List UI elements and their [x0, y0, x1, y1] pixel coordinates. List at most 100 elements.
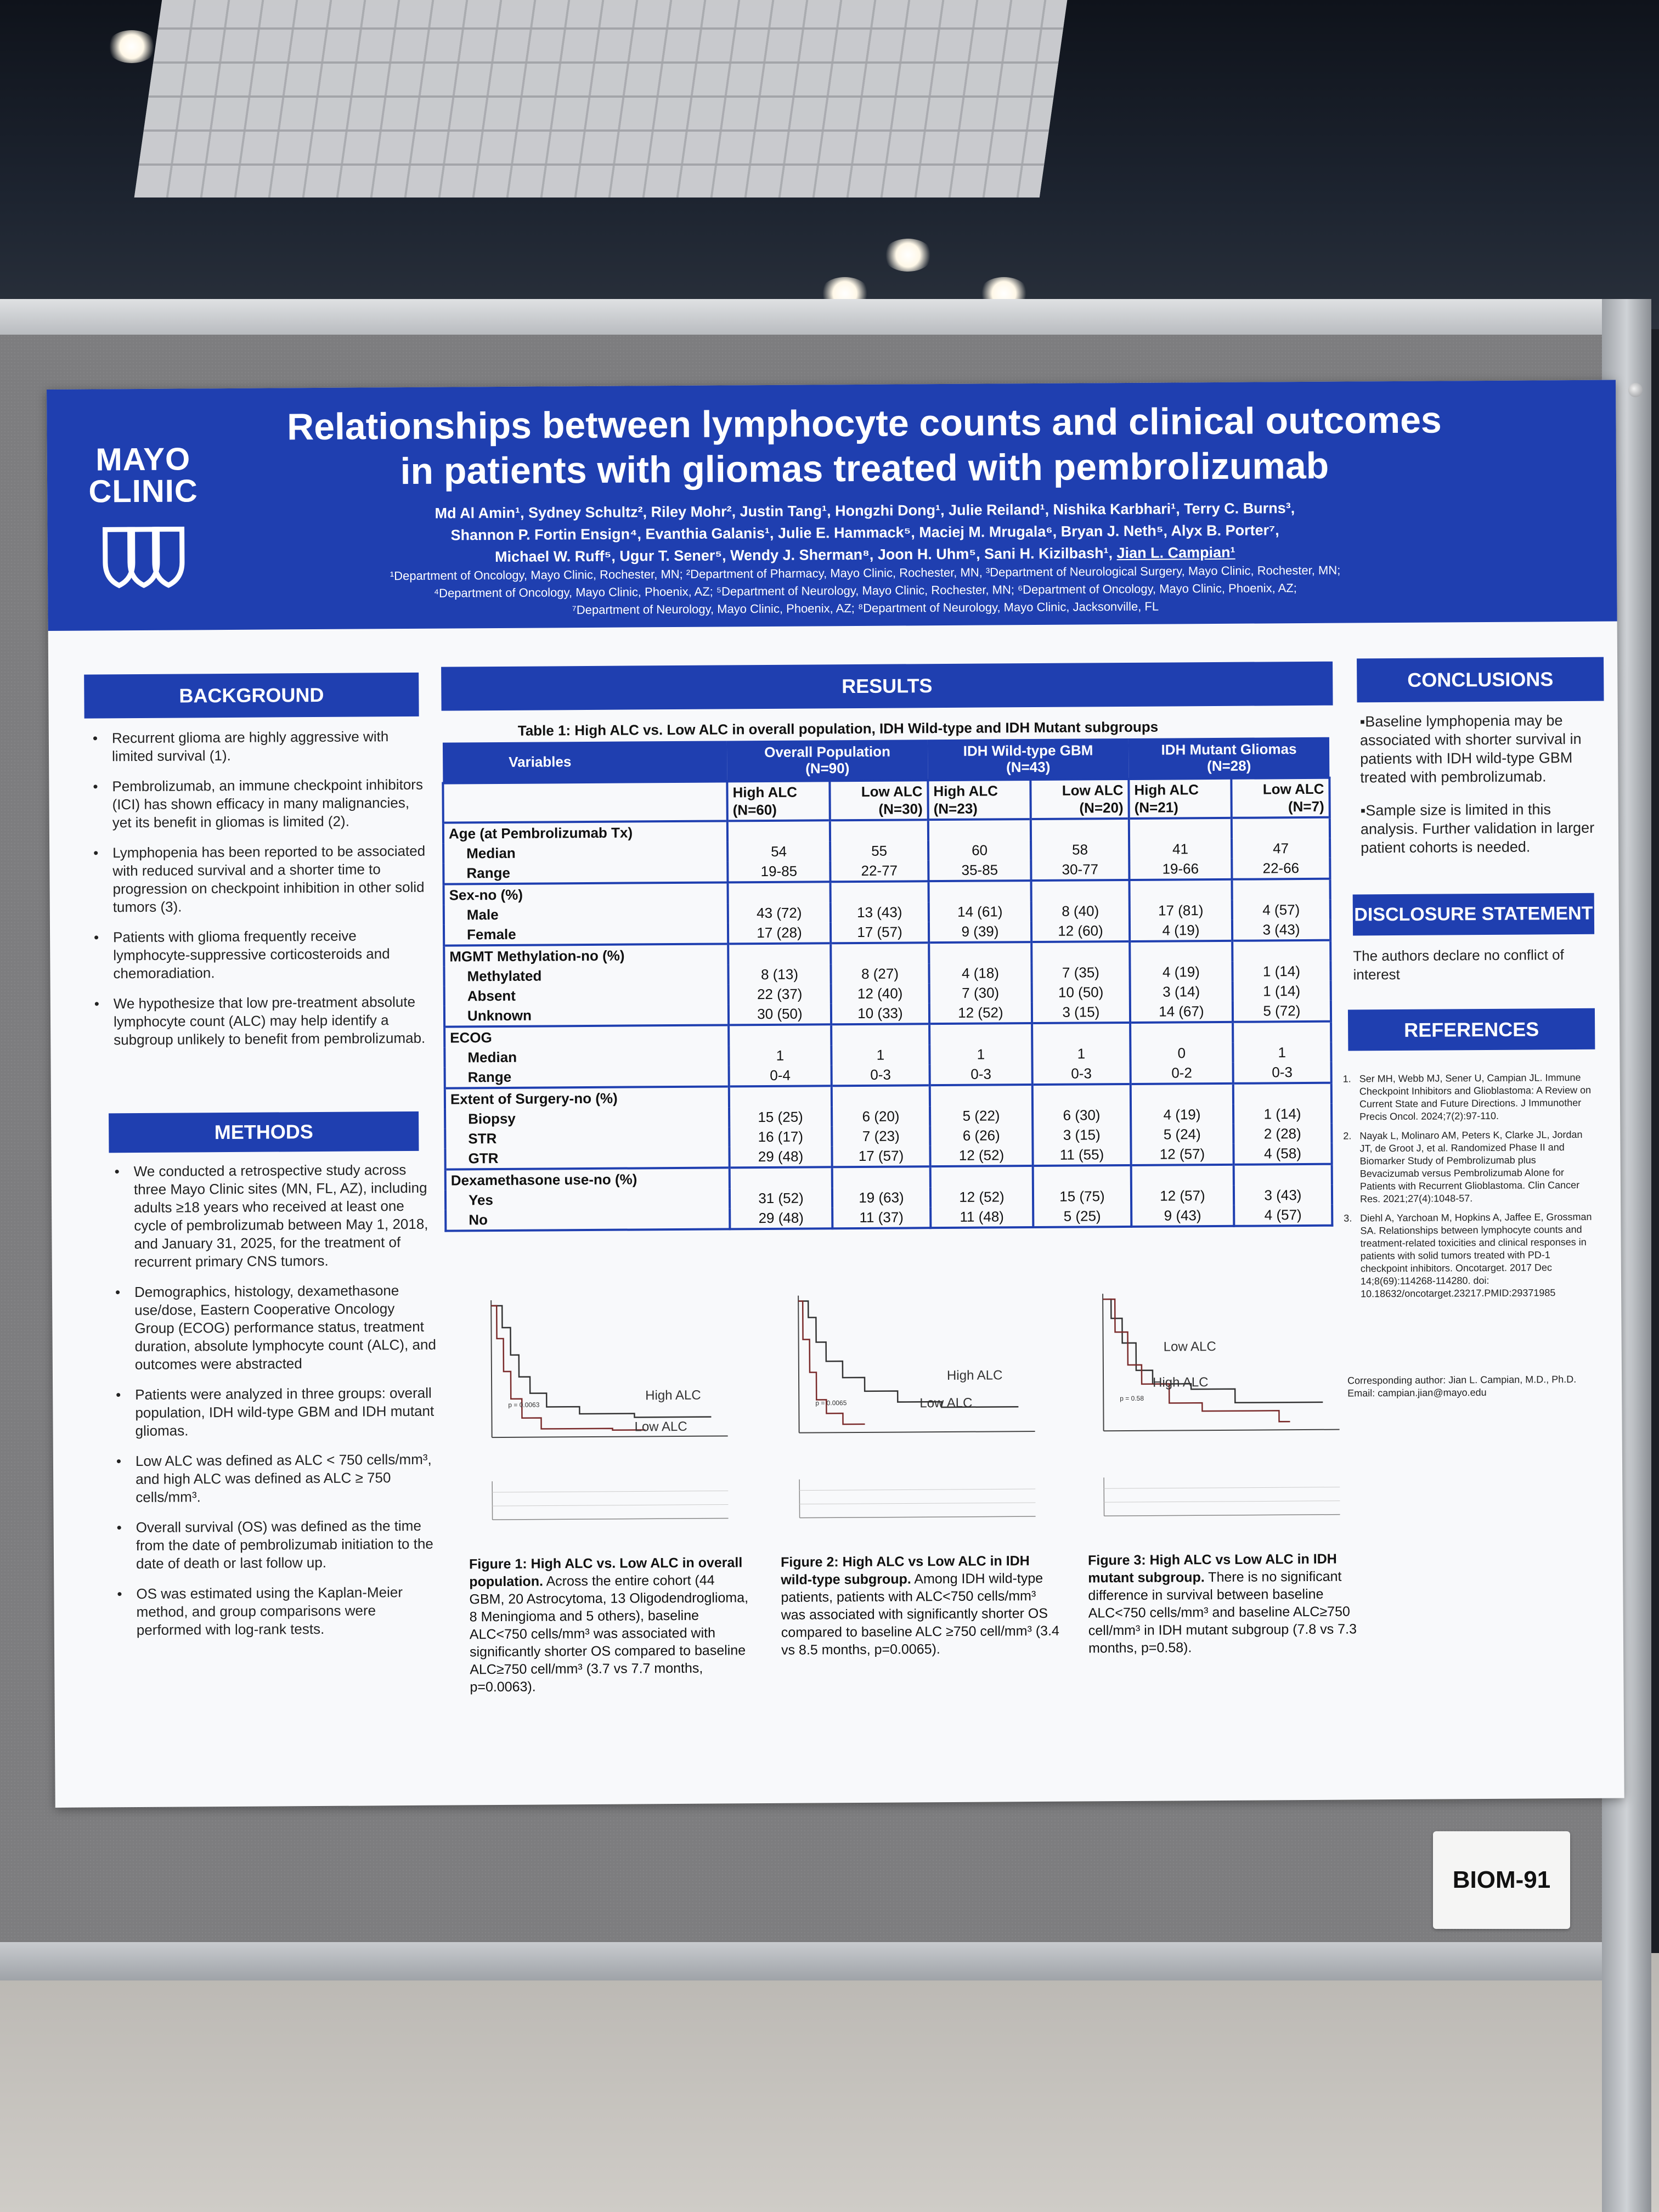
- table-cell: 9 (43): [1131, 1205, 1234, 1227]
- corresponding-author: Corresponding author: Jian L. Campian, M…: [1347, 1373, 1605, 1400]
- table-cell: 1 (14): [1232, 961, 1331, 981]
- table-cell: [929, 1023, 1032, 1045]
- table-cell: 35-85: [928, 860, 1031, 882]
- booth-label: BIOM-91: [1433, 1831, 1570, 1929]
- subheader-cell: Low ALC (N=20): [1030, 778, 1129, 820]
- background-bullet: Recurrent glioma are highly aggressive w…: [84, 727, 425, 766]
- table-row-label: Sex-no (%): [443, 882, 728, 905]
- table-cell: [929, 942, 1032, 964]
- poster-header: MAYO CLINIC Relationships between lympho…: [47, 380, 1617, 631]
- table-cell: [728, 943, 831, 965]
- table-cell: 3 (43): [1233, 1184, 1333, 1205]
- table-cell: 11 (55): [1032, 1144, 1131, 1166]
- logo-line-2: CLINIC: [88, 473, 198, 510]
- table-cell: 17 (57): [832, 1146, 930, 1167]
- affiliations: ¹Department of Oncology, Mayo Clinic, Ro…: [229, 561, 1502, 621]
- table-cell: 12 (52): [929, 1002, 1032, 1024]
- km-plot-figure-2: High ALC Low ALC p = 0.0065: [798, 1295, 1035, 1434]
- table-cell: [1031, 1022, 1131, 1045]
- table-cell: [1129, 879, 1232, 901]
- methods-bullet: We conducted a retrospective study acros…: [106, 1161, 436, 1272]
- reference-item: 3. Diehl A, Yarchoan M, Hopkins A, Jaffee…: [1344, 1211, 1592, 1300]
- km-pvalue: p = 0.58: [1120, 1395, 1144, 1402]
- table-cell: [727, 820, 830, 842]
- conclusions-heading: CONCLUSIONS: [1357, 657, 1604, 703]
- km-label-high: High ALC: [947, 1368, 1003, 1383]
- background-bullet: Pembrolizumab, an immune checkpoint inhi…: [84, 776, 425, 832]
- table-cell: 12 (57): [1131, 1185, 1234, 1206]
- authors-line-3-prefix: Michael W. Ruff⁵, Ugur T. Sener⁵, Wendy …: [495, 545, 1117, 566]
- table-cell: 3 (43): [1232, 919, 1331, 941]
- table-cell: [928, 881, 1031, 902]
- table-cell: [929, 1085, 1032, 1107]
- table-cell: [830, 881, 929, 903]
- table-cell: 6 (20): [831, 1106, 930, 1127]
- table-row-label: Absent: [444, 984, 729, 1006]
- subheader-cell: High ALC (N=23): [928, 780, 1031, 820]
- table-cell: 60: [928, 840, 1031, 861]
- table-cell: [1032, 1165, 1131, 1187]
- table-cell: 0-3: [1032, 1063, 1131, 1085]
- subheader-cell: Low ALC (N=30): [830, 780, 928, 821]
- results-table: Variables Overall Population (N=90) IDH W…: [442, 737, 1333, 1232]
- table-cell: 1: [729, 1045, 832, 1066]
- table-cell: 1: [1233, 1042, 1331, 1063]
- results-heading: RESULTS: [441, 661, 1333, 711]
- table-cell: 5 (72): [1232, 1000, 1331, 1022]
- methods-bullet: Patients were analyzed in three groups: …: [108, 1384, 437, 1441]
- km-plot-figure-1: High ALC Low ALC p = 0.0063: [490, 1300, 728, 1438]
- table-cell: 8 (40): [1031, 900, 1130, 922]
- table-cell: 3 (14): [1130, 981, 1233, 1002]
- table-cell: 54: [727, 841, 831, 862]
- methods-bullet: Overall survival (OS) was defined as the…: [109, 1517, 438, 1573]
- table-cell: 29 (48): [729, 1146, 832, 1168]
- corresponding-author-line: Corresponding author: Jian L. Campian, M…: [1347, 1374, 1577, 1386]
- reference-item: 2. Nayak L, Molinaro AM, Peters K, Clarke…: [1343, 1128, 1583, 1205]
- subheader-cell: High ALC (N=60): [727, 781, 830, 821]
- table-cell: 19 (63): [832, 1187, 931, 1208]
- table-cell: [1030, 818, 1130, 840]
- table-cell: 12 (57): [1131, 1143, 1234, 1165]
- table-cell: 22-66: [1232, 857, 1330, 879]
- table-cell: 1: [929, 1044, 1032, 1065]
- risk-table-figure-2: [799, 1479, 1036, 1519]
- table-caption: Table 1: High ALC vs. Low ALC in overall…: [517, 718, 1159, 739]
- km-label-high: High ALC: [645, 1388, 701, 1403]
- table-cell: 22 (37): [728, 984, 831, 1005]
- table-cell: 12 (40): [831, 983, 929, 1004]
- km-label-high: High ALC: [1153, 1375, 1209, 1390]
- risk-table-figure-1: [492, 1481, 729, 1520]
- table-row-label: Range: [443, 861, 728, 884]
- table-cell: 0-2: [1130, 1062, 1233, 1084]
- table-cell: 29 (48): [730, 1207, 833, 1229]
- table-cell: [831, 1085, 930, 1107]
- table-cell: [729, 1167, 832, 1189]
- table-row-label: MGMT Methylation-no (%): [444, 944, 729, 967]
- table-cell: 0-4: [729, 1065, 832, 1087]
- table-cell: 12 (52): [930, 1145, 1033, 1167]
- table-row-label: Male: [443, 903, 728, 925]
- figure-1-caption-text: Across the entire cohort (44 GBM, 20 Ast…: [469, 1572, 749, 1695]
- poster: MAYO CLINIC Relationships between lympho…: [47, 380, 1624, 1808]
- table-cell: 13 (43): [830, 902, 929, 923]
- table-cell: 11 (37): [832, 1207, 931, 1229]
- table-cell: [830, 820, 929, 842]
- board-top-frame: [0, 299, 1624, 340]
- methods-bullet: OS was estimated using the Kaplan-Meier …: [109, 1583, 438, 1640]
- table-row-label: GTR: [445, 1147, 730, 1170]
- table-cell: 10 (33): [831, 1003, 930, 1025]
- table-cell: 4 (19): [1129, 919, 1233, 941]
- table-cell: 22-77: [830, 860, 929, 882]
- disclosure-text: The authors declare no conflict of inter…: [1353, 946, 1564, 983]
- table-cell: 19-85: [727, 861, 831, 883]
- km-label-low: Low ALC: [1164, 1339, 1216, 1355]
- table-cell: [928, 819, 1031, 841]
- subheader-cell: Low ALC (N=7): [1231, 777, 1330, 818]
- table-cell: 17 (28): [727, 922, 831, 944]
- table-cell: 16 (17): [729, 1126, 832, 1147]
- header-variables: Variables: [442, 741, 727, 783]
- table-cell: [1233, 1082, 1331, 1104]
- table-row-label: Yes: [445, 1188, 730, 1210]
- table-cell: 4 (58): [1233, 1143, 1332, 1165]
- table-cell: [727, 882, 831, 904]
